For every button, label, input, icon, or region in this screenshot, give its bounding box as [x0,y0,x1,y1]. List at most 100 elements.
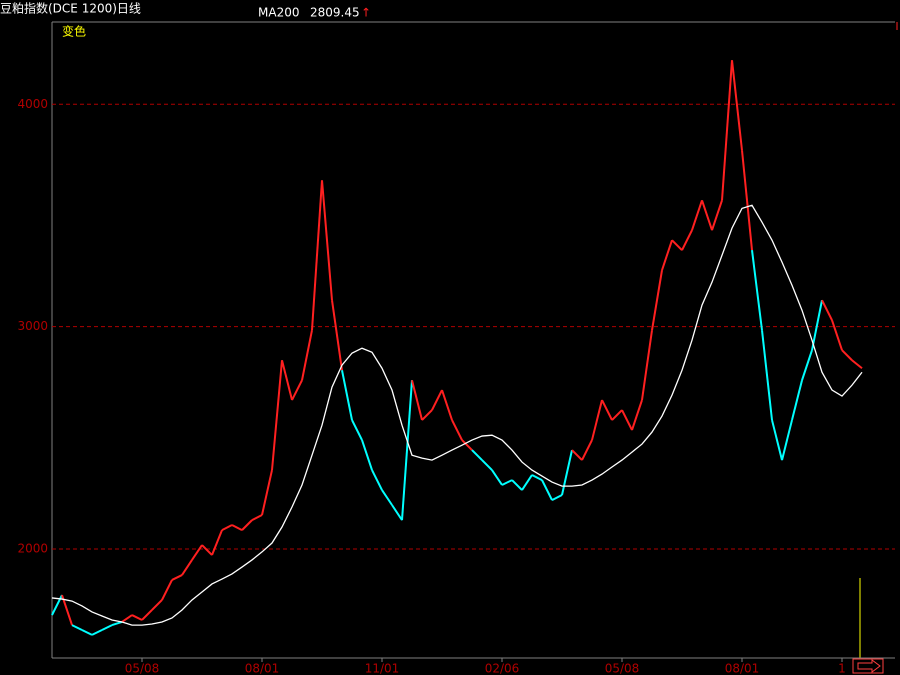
annotation: 变色 [62,24,86,39]
x-tick-label: 1 [838,662,846,675]
y-tick-label: 2000 [17,542,48,556]
price-segment [261,469,273,516]
ma-line [51,204,863,626]
indicator-arrow: ↑ [361,6,371,20]
price-segment [441,389,453,421]
price-segment [411,380,423,421]
price-segment [701,200,713,231]
price-segment [131,614,143,621]
scroll-arrow [857,659,881,673]
y-tick-label: 4000 [17,97,48,111]
chart-title: 豆粕指数(DCE 1200)日线 [0,1,141,16]
price-segment [391,504,403,521]
price-segment [711,200,723,231]
price-segment [741,150,753,251]
price-segment [151,599,163,611]
x-tick-label: 08/01 [245,662,280,675]
price-segment [361,439,373,471]
price-segment [91,629,103,636]
price-segment [351,419,363,441]
price-segment [101,624,113,631]
price-segment [371,469,383,491]
price-segment [671,239,683,251]
scroll-button[interactable] [852,658,884,674]
price-segment [731,60,743,151]
price-segment [841,349,853,361]
price-segment [571,449,583,461]
price-segment [661,239,673,271]
x-tick-label: 05/08 [125,662,160,675]
price-segment [451,419,463,441]
price-segment [611,409,623,421]
price-segment [541,479,553,501]
price-segment [281,359,293,401]
price-segment [631,399,643,431]
price-segment [791,380,803,421]
price-segment [301,330,313,381]
x-tick-label: 05/08 [605,662,640,675]
indicator-value: 2809.45 [310,6,360,20]
price-segment [271,360,283,471]
price-segment [501,479,513,486]
price-segment [341,370,353,421]
price-segment [691,200,703,231]
price-segment [471,449,483,461]
price-segment [821,299,833,321]
price-segment [851,359,863,370]
price-segment [461,439,473,451]
price-segment [621,409,633,431]
price-segment [331,300,343,371]
price-segment [511,479,523,491]
price-segment [721,60,733,201]
price-segment [171,574,183,581]
indicator-name: MA200 [258,6,299,20]
price-segment [251,514,263,522]
price-segment [401,380,413,521]
price-segment [591,399,603,441]
price-segment [581,439,593,461]
price-segment [831,319,843,351]
price-segment [311,180,323,331]
price-segment [141,609,153,621]
x-tick-label: 08/01 [725,662,760,675]
price-segment [811,299,823,351]
price-segment [161,579,173,601]
price-segment [801,349,813,381]
x-tick-label: 02/06 [485,662,520,675]
price-segment [291,379,303,401]
price-segment [641,330,653,401]
price-segment [121,614,133,623]
price-segment [751,250,763,331]
price-segment [241,519,253,531]
price-segment [771,419,783,461]
price-segment [211,529,223,556]
x-tick-label: 11/01 [365,662,400,675]
price-segment [681,229,693,251]
price-segment [381,489,393,506]
price-segment [221,524,233,532]
price-segment [491,469,503,486]
price-segment [481,459,493,471]
price-segment [111,621,123,627]
price-segment [61,594,73,626]
price-segment [521,474,533,491]
price-segment [531,474,543,481]
y-tick-label: 3000 [17,319,48,333]
price-segment [761,330,773,421]
price-segment [201,544,213,556]
price-segment [551,494,563,502]
price-segment [601,399,613,421]
price-segment [561,449,573,496]
price-segment [81,629,93,636]
price-segment [321,180,333,301]
price-segment [431,389,443,411]
price-segment [651,270,663,331]
price-segment [191,544,203,561]
price-segment [71,624,83,631]
price-segment [181,559,193,576]
price-segment [421,409,433,421]
price-segment [781,419,793,461]
price-segment [231,524,243,532]
